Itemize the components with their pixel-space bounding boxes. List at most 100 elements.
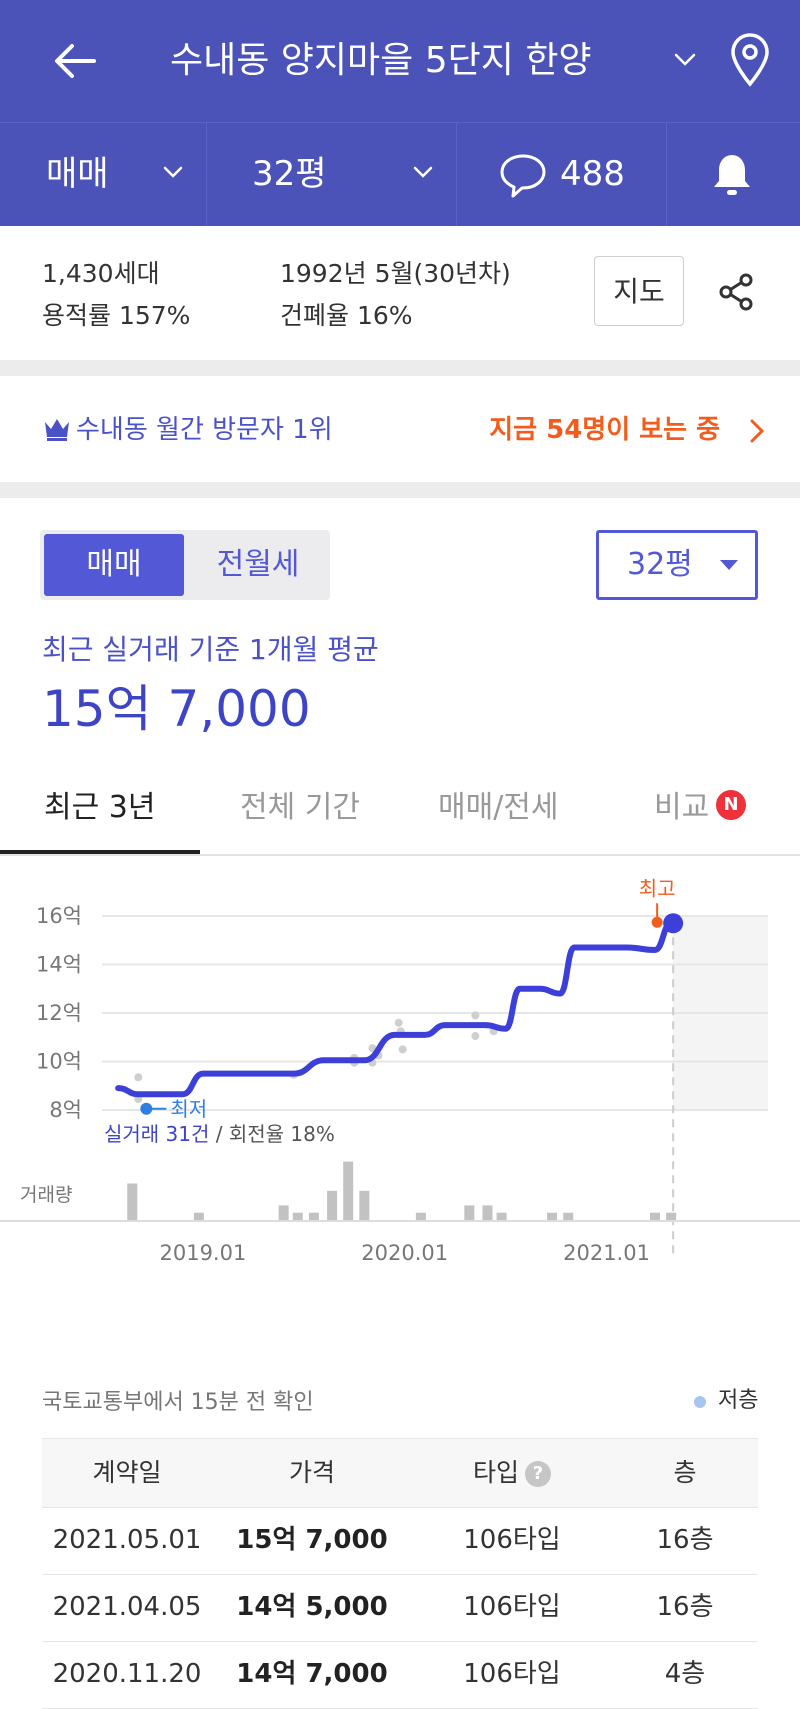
chevron-down-icon: [163, 166, 183, 178]
row-floor: 4층: [664, 1659, 706, 1689]
col-floor-header: 층: [673, 1458, 697, 1487]
row-date: 2020.11.20: [52, 1659, 202, 1689]
section-divider: [0, 482, 800, 498]
toggle-rent[interactable]: 전월세: [216, 547, 300, 582]
table-row[interactable]: 2021.04.05 14억 5,000 106타입 16층: [42, 1574, 758, 1642]
viewing-now[interactable]: 지금 54명이 보는 중: [489, 415, 720, 445]
notification-button[interactable]: [666, 123, 800, 227]
bell-icon: [714, 155, 750, 195]
high-label: 최고: [639, 876, 676, 900]
y-tick-label: 8억: [49, 1098, 82, 1122]
map-button[interactable]: 지도: [594, 256, 684, 326]
volume-bar: [292, 1212, 303, 1220]
active-tab-underline: [0, 850, 200, 854]
row-floor: 16층: [656, 1525, 714, 1555]
y-axis-labels: 16억 14억 12억 10억 8억: [36, 904, 82, 1122]
area-label: 32평: [252, 154, 327, 194]
col-type-header[interactable]: 타입?: [412, 1439, 612, 1507]
col-type-header-label: 타입: [472, 1458, 519, 1487]
col-price-header: 가격: [288, 1458, 335, 1487]
transaction-dot: [398, 1045, 407, 1054]
y-tick-label: 16억: [36, 904, 82, 928]
visitor-banner[interactable]: 수내동 월간 방문자 1위 지금 54명이 보는 중: [0, 376, 800, 482]
caret-down-icon: [720, 560, 738, 570]
row-price: 14억 5,000: [236, 1592, 388, 1622]
location-pin-icon[interactable]: [728, 32, 772, 88]
tab-compare[interactable]: 비교: [654, 790, 710, 825]
volume-bar: [415, 1212, 426, 1220]
x-axis-labels: 2019.01 2020.01 2021.01: [159, 1241, 649, 1265]
low-floor-legend-label: 저층: [718, 1388, 759, 1413]
row-floor: 16층: [656, 1592, 714, 1622]
volume-bar: [563, 1212, 574, 1220]
y-tick-label: 12억: [36, 1001, 82, 1025]
table-row[interactable]: 2020.11.20 14억 7,000 106타입 4층: [42, 1641, 758, 1709]
toggle-sale[interactable]: 매매: [44, 534, 184, 596]
volume-bar: [327, 1190, 338, 1220]
turnover-rate: / 회전율 18%: [209, 1122, 334, 1146]
households: 1,430세대: [42, 259, 160, 288]
table-row[interactable]: 2021.05.01 15억 7,000 106타입 16층: [42, 1507, 758, 1575]
col-date-header: 계약일: [92, 1458, 162, 1487]
volume-bar: [193, 1212, 204, 1220]
speech-bubble-icon: [500, 154, 546, 198]
high-point-marker[interactable]: [663, 913, 684, 934]
volume-bar: [278, 1205, 289, 1220]
volume-bar: [464, 1205, 475, 1220]
volume-bar: [482, 1205, 493, 1220]
row-price: 14억 7,000: [236, 1659, 388, 1689]
tab-sale-jeonse[interactable]: 매매/전세: [438, 790, 559, 825]
volume-bar: [127, 1183, 138, 1220]
average-price-value: 15억 7,000: [42, 680, 311, 738]
built-date: 1992년 5월(30년차): [280, 259, 511, 288]
deal-count: 실거래 31건: [104, 1122, 209, 1146]
crown-icon: [45, 419, 69, 441]
row-date: 2021.04.05: [52, 1592, 202, 1622]
high-point-dot: [651, 916, 663, 928]
row-type: 106타입: [463, 1659, 561, 1689]
chart-grid: [102, 915, 768, 1111]
row-type: 106타입: [463, 1592, 561, 1622]
complex-info: 1,430세대 용적률 157% 1992년 5월(30년차) 건폐율 16% …: [0, 226, 800, 360]
app-header: 수내동 양지마을 5단지 한양 매매 32평 488: [0, 0, 800, 227]
area-select[interactable]: 32평: [206, 123, 457, 227]
tab-all-period[interactable]: 전체 기간: [240, 790, 360, 825]
new-badge: N: [716, 790, 746, 820]
back-arrow-icon[interactable]: [50, 36, 100, 86]
transaction-dot: [134, 1073, 143, 1082]
complex-title[interactable]: 수내동 양지마을 5단지 한양: [170, 40, 592, 81]
comments-button[interactable]: 488: [456, 123, 667, 227]
volume-bar: [343, 1161, 354, 1220]
transaction-dot: [394, 1018, 403, 1027]
comment-count: 488: [560, 154, 625, 194]
x-tick-label: 2019.01: [159, 1241, 246, 1265]
row-type: 106타입: [463, 1525, 561, 1555]
volume-bar: [308, 1212, 319, 1220]
transaction-dot: [471, 1011, 480, 1020]
area-dropdown[interactable]: 32평: [596, 530, 758, 600]
tab-recent-3y[interactable]: 최근 3년: [44, 790, 156, 825]
section-divider: [0, 360, 800, 376]
average-price-label: 최근 실거래 기준 1개월 평균: [42, 633, 379, 666]
volume-label: 거래량: [20, 1184, 72, 1206]
help-icon[interactable]: ?: [525, 1461, 551, 1487]
transaction-dot: [471, 1032, 480, 1041]
trade-toggle: 매매 전월세: [40, 530, 330, 600]
x-tick-label: 2021.01: [563, 1241, 650, 1265]
price-chart[interactable]: 16억 14억 12억 10억 8억 최고 최저 실거래 31건 / 회전율 18% 거…: [0, 858, 800, 1378]
x-tick-label: 2020.01: [361, 1241, 448, 1265]
y-tick-label: 14억: [36, 953, 82, 977]
low-floor-legend-dot: [694, 1396, 706, 1408]
period-tabs: 최근 3년 전체 기간 매매/전세 비교: [0, 770, 800, 856]
header-title-row: 수내동 양지마을 5단지 한양: [0, 0, 800, 122]
volume-bar: [496, 1212, 507, 1220]
chevron-right-icon: [750, 419, 765, 443]
header-filter-row: 매매 32평 488: [0, 122, 800, 227]
row-price: 15억 7,000: [236, 1525, 388, 1555]
trade-type-select[interactable]: 매매: [0, 123, 207, 227]
deal-count-label: 실거래 31건 / 회전율 18%: [104, 1122, 335, 1146]
share-icon[interactable]: [716, 272, 756, 312]
chevron-down-icon: [413, 166, 433, 178]
chevron-down-icon[interactable]: [670, 44, 700, 74]
volume-bar: [547, 1212, 558, 1220]
